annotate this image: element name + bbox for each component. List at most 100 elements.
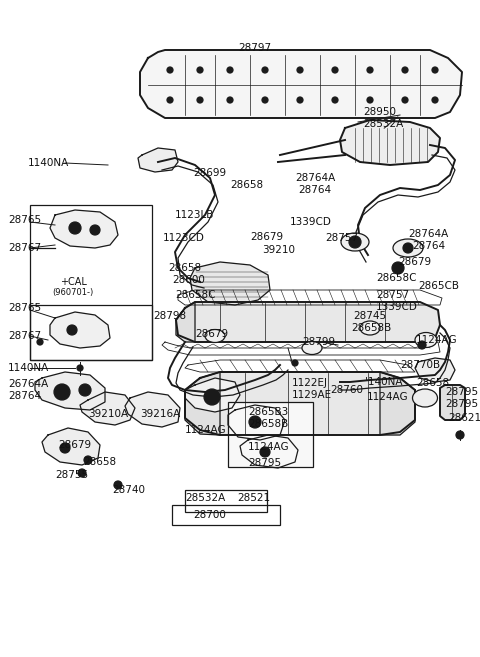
Circle shape bbox=[227, 97, 233, 103]
Text: 28658B: 28658B bbox=[248, 419, 288, 429]
Circle shape bbox=[402, 67, 408, 73]
Text: 28764: 28764 bbox=[8, 391, 41, 401]
Text: 28795: 28795 bbox=[445, 399, 478, 409]
Text: 28658: 28658 bbox=[83, 457, 116, 467]
Circle shape bbox=[262, 67, 268, 73]
Polygon shape bbox=[35, 372, 105, 410]
Text: 28764A: 28764A bbox=[408, 229, 448, 239]
Text: 1123LB: 1123LB bbox=[175, 210, 215, 220]
Text: 1129AE: 1129AE bbox=[292, 390, 332, 400]
Polygon shape bbox=[185, 372, 415, 435]
Text: 28765: 28765 bbox=[8, 303, 41, 313]
Polygon shape bbox=[380, 372, 415, 435]
Text: 39216A: 39216A bbox=[140, 409, 180, 419]
Text: 1124AG: 1124AG bbox=[185, 425, 227, 435]
Circle shape bbox=[78, 469, 86, 477]
Text: 1339CD: 1339CD bbox=[376, 302, 418, 312]
Text: 28679: 28679 bbox=[58, 440, 91, 450]
Polygon shape bbox=[50, 210, 118, 248]
Text: 28700: 28700 bbox=[193, 510, 227, 520]
Circle shape bbox=[197, 97, 203, 103]
Polygon shape bbox=[340, 120, 440, 165]
Text: 1124AG: 1124AG bbox=[248, 442, 289, 452]
Circle shape bbox=[72, 225, 78, 231]
Text: 28767: 28767 bbox=[8, 243, 41, 253]
Text: 39210: 39210 bbox=[262, 245, 295, 255]
Circle shape bbox=[69, 222, 81, 234]
Polygon shape bbox=[42, 428, 100, 465]
Text: 1124AG: 1124AG bbox=[416, 335, 457, 345]
Circle shape bbox=[392, 262, 404, 274]
Circle shape bbox=[349, 236, 361, 248]
Text: 39210A: 39210A bbox=[88, 409, 128, 419]
Text: +CAL: +CAL bbox=[60, 277, 87, 287]
Circle shape bbox=[432, 97, 438, 103]
Circle shape bbox=[297, 97, 303, 103]
Polygon shape bbox=[138, 148, 178, 172]
Text: 28699: 28699 bbox=[193, 168, 226, 178]
Circle shape bbox=[167, 97, 173, 103]
Text: 28757: 28757 bbox=[376, 290, 409, 300]
Polygon shape bbox=[240, 435, 298, 468]
Text: (960701-): (960701-) bbox=[52, 288, 93, 298]
Circle shape bbox=[92, 227, 98, 233]
Circle shape bbox=[204, 389, 220, 405]
Circle shape bbox=[260, 447, 270, 457]
Polygon shape bbox=[185, 378, 240, 412]
Text: 28658C: 28658C bbox=[376, 273, 417, 283]
Text: 1122EJ: 1122EJ bbox=[292, 378, 328, 388]
Circle shape bbox=[432, 67, 438, 73]
Circle shape bbox=[332, 97, 338, 103]
Circle shape bbox=[249, 416, 261, 428]
Text: 28799: 28799 bbox=[302, 337, 335, 347]
Text: 28764: 28764 bbox=[412, 241, 445, 251]
Text: '140NA: '140NA bbox=[365, 377, 403, 387]
Circle shape bbox=[77, 365, 83, 371]
Polygon shape bbox=[140, 50, 462, 118]
Text: 28764: 28764 bbox=[298, 185, 331, 195]
Circle shape bbox=[208, 393, 216, 401]
Circle shape bbox=[297, 67, 303, 73]
Text: 26764A: 26764A bbox=[8, 379, 48, 389]
Circle shape bbox=[167, 67, 173, 73]
Ellipse shape bbox=[412, 389, 437, 407]
Circle shape bbox=[67, 325, 77, 335]
Text: 28765: 28765 bbox=[8, 215, 41, 225]
Circle shape bbox=[420, 343, 424, 347]
Bar bbox=[30, 305, 152, 360]
Text: 28740: 28740 bbox=[112, 485, 145, 495]
Polygon shape bbox=[176, 302, 195, 342]
Text: 28795: 28795 bbox=[445, 387, 478, 397]
Circle shape bbox=[367, 67, 373, 73]
Ellipse shape bbox=[302, 342, 322, 355]
Text: 28767: 28767 bbox=[8, 331, 41, 341]
Circle shape bbox=[262, 97, 268, 103]
Text: 28757: 28757 bbox=[325, 233, 358, 243]
Polygon shape bbox=[415, 358, 455, 382]
Text: 1140NA: 1140NA bbox=[28, 158, 69, 168]
Text: 28950: 28950 bbox=[363, 107, 396, 117]
Ellipse shape bbox=[205, 330, 225, 342]
Polygon shape bbox=[190, 262, 270, 305]
Bar bbox=[228, 402, 313, 467]
Bar bbox=[172, 505, 280, 525]
Circle shape bbox=[227, 67, 233, 73]
Text: 28521: 28521 bbox=[237, 493, 270, 503]
Text: 28770B: 28770B bbox=[400, 360, 440, 370]
Text: 28658B: 28658B bbox=[351, 323, 391, 333]
Text: 1124AG: 1124AG bbox=[367, 392, 408, 402]
Polygon shape bbox=[125, 392, 180, 427]
Text: 28532A: 28532A bbox=[185, 493, 225, 503]
Text: 1140NA: 1140NA bbox=[8, 363, 49, 373]
Circle shape bbox=[54, 384, 70, 400]
Circle shape bbox=[70, 327, 74, 332]
Polygon shape bbox=[440, 385, 465, 420]
Text: 28658C: 28658C bbox=[175, 290, 216, 300]
Text: 28532A: 28532A bbox=[363, 119, 403, 129]
Circle shape bbox=[332, 67, 338, 73]
Circle shape bbox=[37, 339, 43, 345]
Circle shape bbox=[403, 243, 413, 253]
Text: 28745: 28745 bbox=[353, 311, 386, 321]
Ellipse shape bbox=[415, 332, 437, 348]
Circle shape bbox=[82, 387, 88, 393]
